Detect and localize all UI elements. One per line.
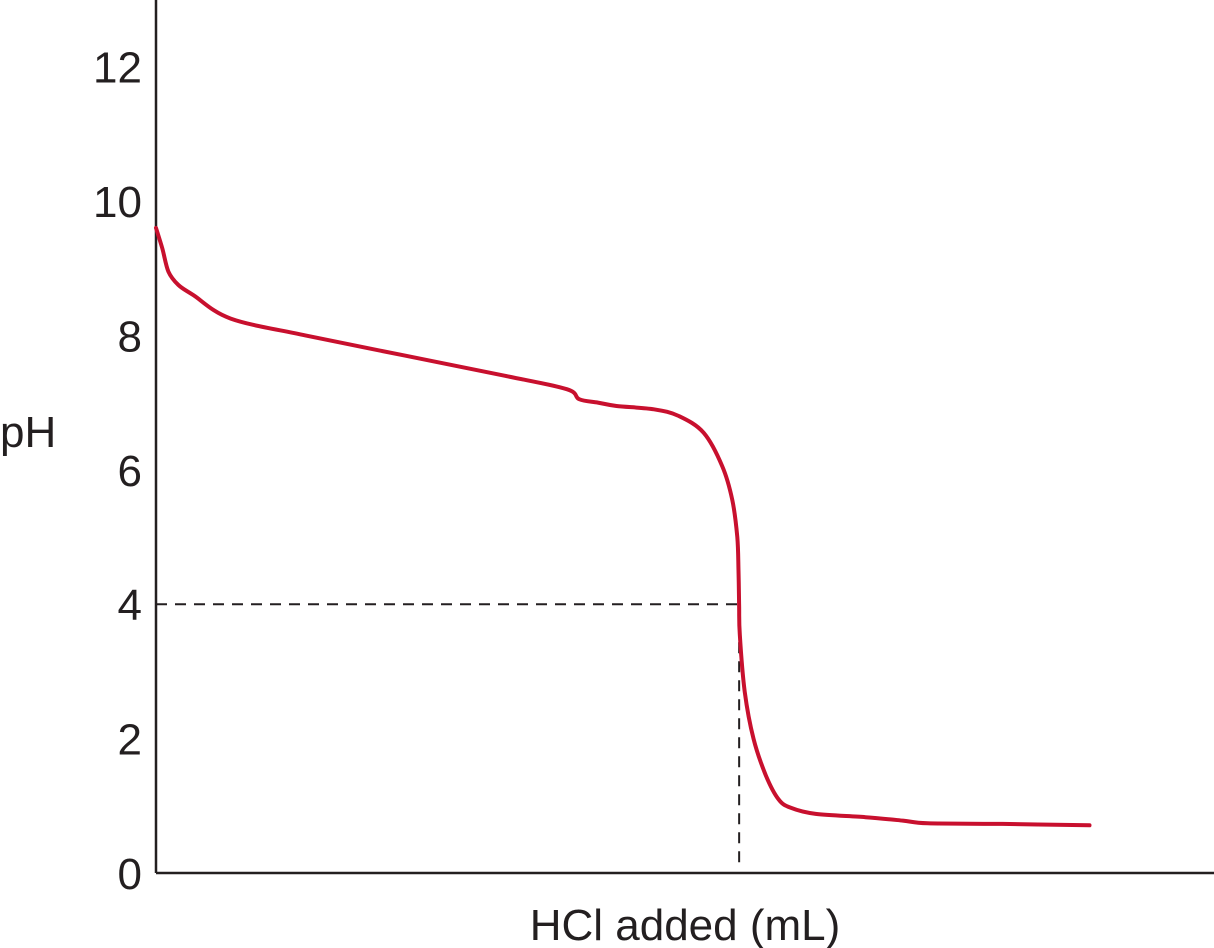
y-tick-label: 10 [93,178,142,227]
series-line-ph [154,225,1092,828]
y-tick-label: 6 [118,447,142,496]
y-tick-label: 8 [118,312,142,361]
x-axis-title: HCl added (mL) [530,901,841,948]
y-tick-label: 4 [118,581,142,630]
y-tick-label: 2 [118,716,142,765]
y-tick-label: 12 [93,44,142,93]
y-tick-label: 0 [118,850,142,899]
y-axis-title: pH [0,408,56,457]
y-tick-labels: 0 2 4 6 8 10 12 [93,44,142,899]
equivalence-guides [156,603,741,865]
